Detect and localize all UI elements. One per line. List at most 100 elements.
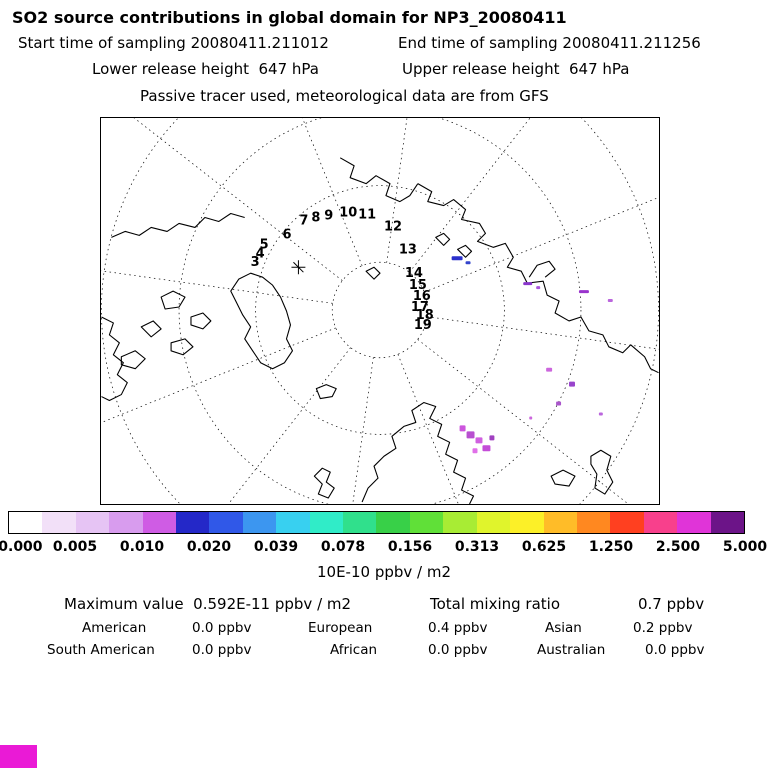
colorbar-segment <box>643 512 678 533</box>
coastline-canada-edge <box>101 316 128 402</box>
colorbar-segment <box>242 512 277 533</box>
sampling-point-label: 13 <box>399 242 417 257</box>
coastline-siberia <box>417 183 659 374</box>
coastline-black-sea <box>550 469 576 487</box>
coastline-arctic-island-4 <box>170 338 194 356</box>
coastline-taymyr <box>528 260 556 278</box>
sampling-point-label: 3 <box>251 255 260 270</box>
maximum-value-label: Maximum value 0.592E-11 ppbv / m2 <box>64 595 352 613</box>
colorbar-segment <box>309 512 344 533</box>
coastline-caspian <box>590 449 614 495</box>
american-label: American <box>82 620 147 636</box>
colorbar-segment <box>109 512 143 533</box>
sampling-point-label: 17 <box>411 300 429 315</box>
australian-value: 0.0 ppbv <box>645 642 705 658</box>
colorbar-tick-label: 0.039 <box>253 539 299 555</box>
colorbar-tick-label: 5.000 <box>722 539 768 555</box>
colorbar-tick-label: 2.500 <box>655 539 701 555</box>
colorbar-segment <box>576 512 611 533</box>
sampling-point-label: 14 <box>405 266 423 281</box>
asian-value: 0.2 ppbv <box>633 620 693 636</box>
sampling-point-label: 4 <box>256 246 265 261</box>
sampling-point-label: 16 <box>413 289 431 304</box>
coastline-alaska <box>111 212 245 238</box>
colorbar-segment <box>543 512 577 533</box>
colorbar-tick-label: 0.000 <box>0 539 43 555</box>
coastline-britain <box>313 467 335 499</box>
colorbar-segment <box>142 512 177 533</box>
colorbar-segment <box>343 512 377 533</box>
page-title: SO2 source contributions in global domai… <box>12 8 567 27</box>
sampling-point-label: 7 <box>299 213 308 228</box>
coastline-greenland <box>230 272 294 370</box>
colorbar-segment <box>75 512 110 533</box>
sampling-point-label: 12 <box>384 219 402 234</box>
colorbar-segment <box>610 512 644 533</box>
colorbar-segment <box>276 512 310 533</box>
american-value: 0.0 ppbv <box>192 620 252 636</box>
coastline-arctic-island-3 <box>140 320 162 338</box>
coastline-svalbard <box>365 266 381 280</box>
south-american-label: South American <box>47 642 155 658</box>
sampling-point-label: 6 <box>283 227 292 242</box>
coastline-chukotka <box>339 157 419 203</box>
coastline-arctic-island-2 <box>190 312 212 330</box>
colorbar-tick-label: 0.020 <box>186 539 232 555</box>
colorbar-segment <box>476 512 511 533</box>
south-american-value: 0.0 ppbv <box>192 642 252 658</box>
lower-release-label: Lower release height 647 hPa <box>92 60 319 78</box>
sampling-point-label: 11 <box>358 207 376 222</box>
colorbar-segment <box>409 512 444 533</box>
end-time-label: End time of sampling 20080411.211256 <box>398 34 701 52</box>
colorbar-tick-label: 0.005 <box>52 539 98 555</box>
tracer-note-label: Passive tracer used, meteorological data… <box>140 87 549 105</box>
colorbar <box>8 511 745 534</box>
sampling-point-label: 10 <box>339 205 357 220</box>
sampling-point-label: 5 <box>260 237 269 252</box>
coastline-iceland <box>315 384 337 400</box>
colorbar-segment <box>9 512 43 533</box>
colorbar-units: 10E-10 ppbv / m2 <box>316 563 452 581</box>
colorbar-segment <box>42 512 76 533</box>
coastline-scandinavia <box>361 401 475 504</box>
australian-label: Australian <box>537 642 606 658</box>
african-label: African <box>330 642 378 658</box>
colorbar-tick-label: 1.250 <box>588 539 634 555</box>
coastlines <box>101 157 659 504</box>
african-value: 0.0 ppbv <box>428 642 488 658</box>
european-value: 0.4 ppbv <box>428 620 488 636</box>
release-point-marker <box>291 260 306 275</box>
coastline-severnaya-2 <box>457 244 473 258</box>
coastline-severnaya-1 <box>435 232 451 246</box>
upper-release-label: Upper release height 647 hPa <box>402 60 630 78</box>
sampling-point-label: 18 <box>416 308 434 323</box>
colorbar-tick-label: 0.625 <box>521 539 567 555</box>
colorbar-tick-label: 0.010 <box>119 539 165 555</box>
sampling-point-label: 8 <box>311 210 320 225</box>
corner-color-block <box>0 745 37 768</box>
sampling-point-label: 19 <box>414 318 432 333</box>
colorbar-segment <box>376 512 410 533</box>
colorbar-segment <box>677 512 711 533</box>
start-time-label: Start time of sampling 20080411.211012 <box>18 34 329 52</box>
colorbar-segment <box>510 512 544 533</box>
colorbar-tick-label: 0.078 <box>320 539 366 555</box>
total-mixing-label: Total mixing ratio <box>430 595 561 613</box>
map-frame: 3 4 5 6 7 8 9 10 11 12 13 14 15 16 17 18 19 <box>100 117 660 505</box>
colorbar-segment <box>710 512 744 533</box>
colorbar-segment <box>176 512 210 533</box>
asian-label: Asian <box>545 620 582 636</box>
total-mixing-value: 0.7 ppbv <box>638 595 705 613</box>
graticule-grid <box>101 118 659 504</box>
colorbar-tick-label: 0.156 <box>387 539 433 555</box>
sampling-point-label: 15 <box>409 278 427 293</box>
colorbar-segment <box>443 512 477 533</box>
colorbar-tick-labels: 0.000 0.005 0.010 0.020 0.039 0.078 0.156 0.313… <box>0 539 767 556</box>
european-label: European <box>308 620 373 636</box>
sampling-point-label: 9 <box>324 208 333 223</box>
contribution-spots <box>451 256 613 454</box>
colorbar-tick-label: 0.313 <box>454 539 500 555</box>
